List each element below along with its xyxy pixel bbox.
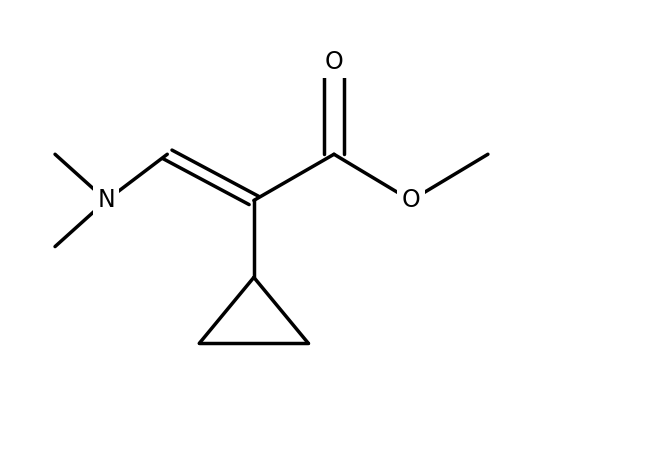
Text: O: O — [401, 188, 420, 213]
Text: N: N — [98, 188, 115, 213]
Text: O: O — [325, 50, 343, 74]
